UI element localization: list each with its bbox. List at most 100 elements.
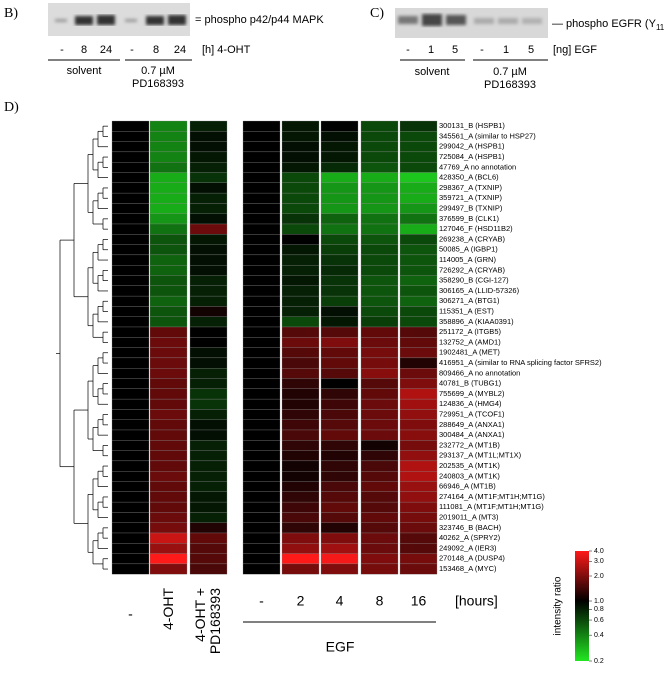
heatmap-cell (111, 440, 150, 451)
heatmap-cell (242, 120, 281, 132)
row-label: 300484_A (ANXA1) (439, 430, 505, 439)
colorbar-tick-label: 1.0 (594, 598, 604, 605)
heatmap-cell (149, 398, 188, 410)
heatmap-cell (399, 491, 438, 503)
heatmap-cell (320, 234, 359, 245)
heatmap-cell (149, 295, 188, 307)
heatmap-cell (242, 450, 281, 462)
heatmap-cell (281, 131, 320, 142)
row-label: 416951_A (similar to RNA splicing factor… (439, 358, 602, 367)
lane-label: - (60, 44, 64, 56)
row-label: 293137_A (MT1L;MT1X) (439, 451, 522, 460)
heatmap-cell (189, 326, 228, 338)
heatmap-cell (242, 285, 281, 297)
row-label: 240803_A (MT1K) (439, 471, 500, 480)
heatmap-cell (320, 429, 359, 441)
heatmap-cell (360, 553, 399, 565)
heatmap-cell (281, 440, 320, 451)
heatmap-cell (399, 419, 438, 431)
heatmap-cell (360, 378, 399, 389)
heatmap-cell (149, 522, 188, 534)
column-group: EGF (326, 639, 355, 655)
heatmap-cell (111, 306, 150, 317)
heatmap-cell (281, 357, 320, 369)
heatmap-cell (399, 409, 438, 420)
heatmap-cell (242, 378, 281, 389)
group-label: 0.7 µM (493, 66, 527, 78)
colorbar-tick-label: 0.4 (594, 632, 604, 639)
heatmap-cell (281, 265, 320, 276)
heatmap-cell (360, 368, 399, 379)
heatmap-cell (281, 532, 320, 544)
heatmap-cell (111, 265, 150, 276)
heatmap-cell (320, 316, 359, 328)
heatmap-cell (360, 244, 399, 256)
lane-label: 5 (528, 44, 534, 56)
heatmap-cell (189, 275, 228, 286)
row-label: 127046_F (HSD11B2) (439, 224, 513, 233)
heatmap-cell (242, 275, 281, 286)
heatmap-cell (189, 192, 228, 204)
heatmap-cell (399, 471, 438, 482)
row-label: 50085_A (IGBP1) (439, 245, 498, 254)
heatmap-cell (399, 522, 438, 534)
heatmap-cell (281, 553, 320, 565)
heatmap-cell (399, 337, 438, 348)
heatmap-cell (111, 460, 150, 472)
heatmap-cell (189, 254, 228, 266)
heatmap-cell (189, 151, 228, 163)
column-unit: [hours] (455, 593, 498, 609)
heatmap-cell (242, 429, 281, 441)
heatmap-cell (242, 141, 281, 153)
colorbar-tick-label: 0.2 (594, 658, 604, 665)
heatmap-cell (242, 501, 281, 513)
heatmap-cell (320, 254, 359, 266)
heatmap-cell (281, 450, 320, 462)
row-label: 40262_A (SPRY2) (439, 533, 501, 542)
heatmap-cell (399, 120, 438, 132)
heatmap-cell (281, 172, 320, 183)
heatmap-cell (360, 141, 399, 153)
blot-b (48, 3, 190, 36)
column-label: 2 (297, 593, 305, 609)
heatmap-cell (399, 398, 438, 410)
heatmap-cell (242, 553, 281, 565)
heatmap-cell (281, 471, 320, 482)
heatmap-cell (242, 182, 281, 194)
group-label: solvent (67, 65, 102, 77)
colorbar-tick-label: 2.0 (594, 573, 604, 580)
blot-c (395, 8, 548, 38)
heatmap-cell (111, 244, 150, 256)
heatmap-cell (111, 378, 150, 389)
heatmap-cell (320, 460, 359, 472)
panel-letter: C) (370, 6, 384, 21)
heatmap-cell (281, 306, 320, 317)
heatmap-cell (281, 460, 320, 472)
heatmap-cell (242, 234, 281, 245)
heatmap-cell (320, 357, 359, 369)
heatmap-cell (242, 213, 281, 225)
heatmap-cell (111, 409, 150, 420)
heatmap-cell (399, 378, 438, 389)
heatmap-cell (242, 151, 281, 163)
heatmap-cell (242, 172, 281, 183)
heatmap-cell (242, 357, 281, 369)
heatmap-cell (320, 141, 359, 153)
heatmap-cell (189, 522, 228, 534)
heatmap-cell (360, 450, 399, 462)
colorbar-tick-label: 0.6 (594, 617, 604, 624)
heatmap-cell (111, 275, 150, 286)
heatmap-cell (149, 120, 188, 132)
heatmap-cell (189, 131, 228, 142)
heatmap-cell (281, 192, 320, 204)
heatmap-cell (399, 543, 438, 554)
heatmap-cell (281, 429, 320, 441)
heatmap-cell (399, 357, 438, 369)
heatmap-cell (149, 306, 188, 317)
heatmap-cell (149, 162, 188, 173)
heatmap-cell (149, 440, 188, 451)
heatmap-cell (360, 234, 399, 245)
heatmap-cell (242, 563, 281, 575)
heatmap-cell (189, 203, 228, 214)
heatmap-cell (149, 141, 188, 153)
